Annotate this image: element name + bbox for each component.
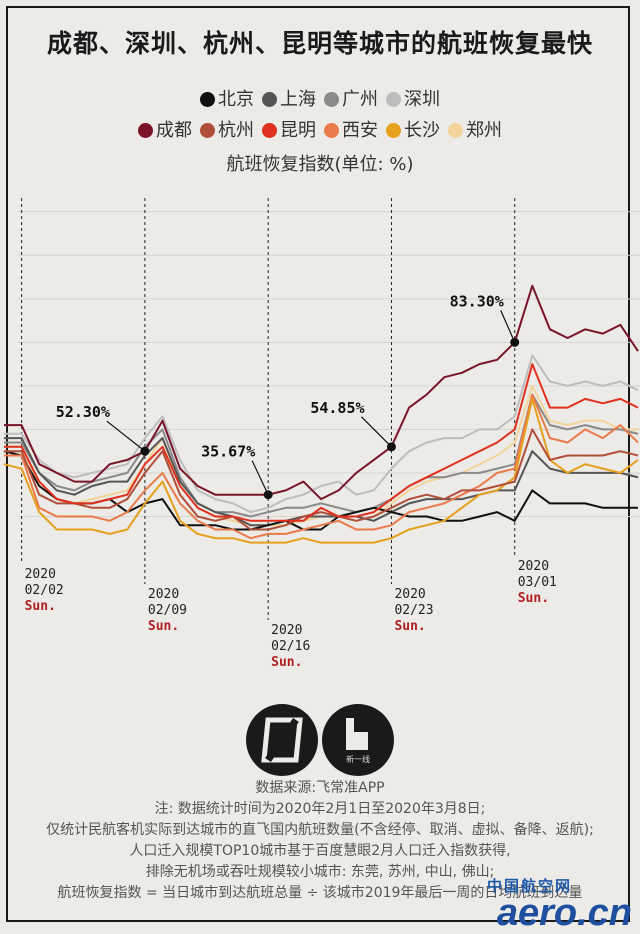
note-exclusions: 排除无机场或吞吐规模较小城市: 东莞, 苏州, 中山, 佛山;	[145, 864, 495, 880]
note-formula: 航班恢复指数 = 当日城市到达航班总量 ÷ 该城市2019年最后一周的日均航班到…	[57, 885, 583, 901]
legend-label: 长沙	[404, 120, 440, 141]
chart-title: 成都、深圳、杭州、昆明等城市的航班恢复最快	[46, 29, 593, 58]
footnotes: 数据来源:飞常准APP 注: 数据统计时间为2020年2月1日至2020年3月8…	[0, 778, 640, 904]
legend-dot-icon	[262, 92, 277, 107]
day-label: Sun.	[394, 619, 425, 634]
legend-label: 成都	[156, 120, 192, 141]
date-label: 2020	[271, 623, 302, 638]
chart-subtitle: 航班恢复指数(单位: %)	[226, 154, 414, 175]
series-line-上海	[4, 437, 639, 527]
note-period: 注: 数据统计时间为2020年2月1日至2020年3月8日;	[154, 801, 486, 817]
legend-row-2: 成都 杭州 昆明 西安 长沙 郑州	[0, 116, 640, 142]
legend-label: 郑州	[466, 120, 502, 141]
legend-label: 广州	[342, 89, 378, 110]
watermark: 中国航空网 aero.cn	[486, 875, 632, 934]
annotation-point	[140, 446, 150, 456]
note-source: 数据来源:飞常准APP	[255, 780, 385, 796]
note-scope: 仅统计民航客机实际到达城市的直飞国内航班数量(不含经停、取消、虚拟、备降、返航)…	[46, 822, 594, 838]
legend-dot-icon	[262, 123, 277, 138]
legend-item: 广州	[324, 85, 378, 111]
legend-item: 成都	[138, 116, 192, 142]
date-label: 02/02	[25, 583, 64, 598]
watermark-cn: 中国航空网	[486, 877, 572, 895]
annotation-label: 35.67%	[201, 443, 255, 461]
legend-item: 杭州	[200, 116, 254, 142]
date-label: 02/23	[394, 603, 433, 618]
legend-dot-icon	[448, 123, 463, 138]
annotation-point	[263, 490, 273, 500]
legend-label: 深圳	[404, 89, 440, 110]
series-line-长沙	[3, 397, 639, 544]
watermark-en: aero.cn	[496, 892, 632, 934]
series-line-西安	[4, 393, 639, 540]
legend-label: 西安	[342, 120, 378, 141]
annotation-leader	[500, 310, 516, 343]
day-label: Sun.	[518, 591, 549, 606]
annotation-leader	[251, 460, 269, 495]
legend-dot-icon	[200, 123, 215, 138]
date-label: 03/01	[518, 575, 557, 590]
legend-row-1: 北京 上海 广州 深圳	[0, 85, 640, 111]
legend-item: 昆明	[262, 116, 316, 142]
series-line-深圳	[4, 354, 639, 514]
legend-item: 北京	[200, 85, 254, 111]
legend-item: 深圳	[386, 85, 440, 111]
date-label: 2020	[25, 567, 56, 582]
legend-label: 上海	[280, 89, 316, 110]
series-line-成都	[4, 284, 639, 501]
legend-dot-icon	[324, 92, 339, 107]
day-label: Sun.	[271, 655, 302, 670]
date-label: 2020	[394, 587, 425, 602]
annotation-point	[386, 442, 396, 452]
legend-item: 上海	[262, 85, 316, 111]
legend-dot-icon	[386, 123, 401, 138]
legend-item: 郑州	[448, 116, 502, 142]
day-label: Sun.	[25, 599, 56, 614]
legend-label: 昆明	[280, 120, 316, 141]
legend-dot-icon	[200, 92, 215, 107]
legend-item: 西安	[324, 116, 378, 142]
annotation-point	[510, 337, 520, 347]
day-label: Sun.	[148, 619, 179, 634]
legend-dot-icon	[386, 92, 401, 107]
xinyixian-logo-icon: 新一线	[322, 704, 394, 776]
logos: 新一线	[0, 700, 640, 780]
series-line-昆明	[4, 363, 639, 522]
annotation-label: 54.85%	[310, 399, 364, 417]
annotation-leader	[106, 420, 146, 452]
date-label: 02/09	[148, 603, 187, 618]
legend-dot-icon	[138, 123, 153, 138]
logo-caption: 新一线	[346, 755, 370, 764]
annotation-leader	[361, 416, 392, 448]
annotation-label: 83.30%	[450, 292, 504, 310]
legend-dot-icon	[324, 123, 339, 138]
series-line-杭州	[4, 428, 639, 531]
brand-logo-icon	[246, 704, 318, 776]
date-label: 02/16	[271, 639, 310, 654]
date-label: 2020	[518, 559, 549, 574]
date-label: 2020	[148, 587, 179, 602]
annotation-label: 52.30%	[56, 403, 110, 421]
legend-label: 北京	[218, 89, 254, 110]
legend-item: 长沙	[386, 116, 440, 142]
legend-label: 杭州	[218, 120, 254, 141]
note-cities: 人口迁入规模TOP10城市基于百度慧眼2月人口迁入指数获得,	[129, 843, 511, 859]
